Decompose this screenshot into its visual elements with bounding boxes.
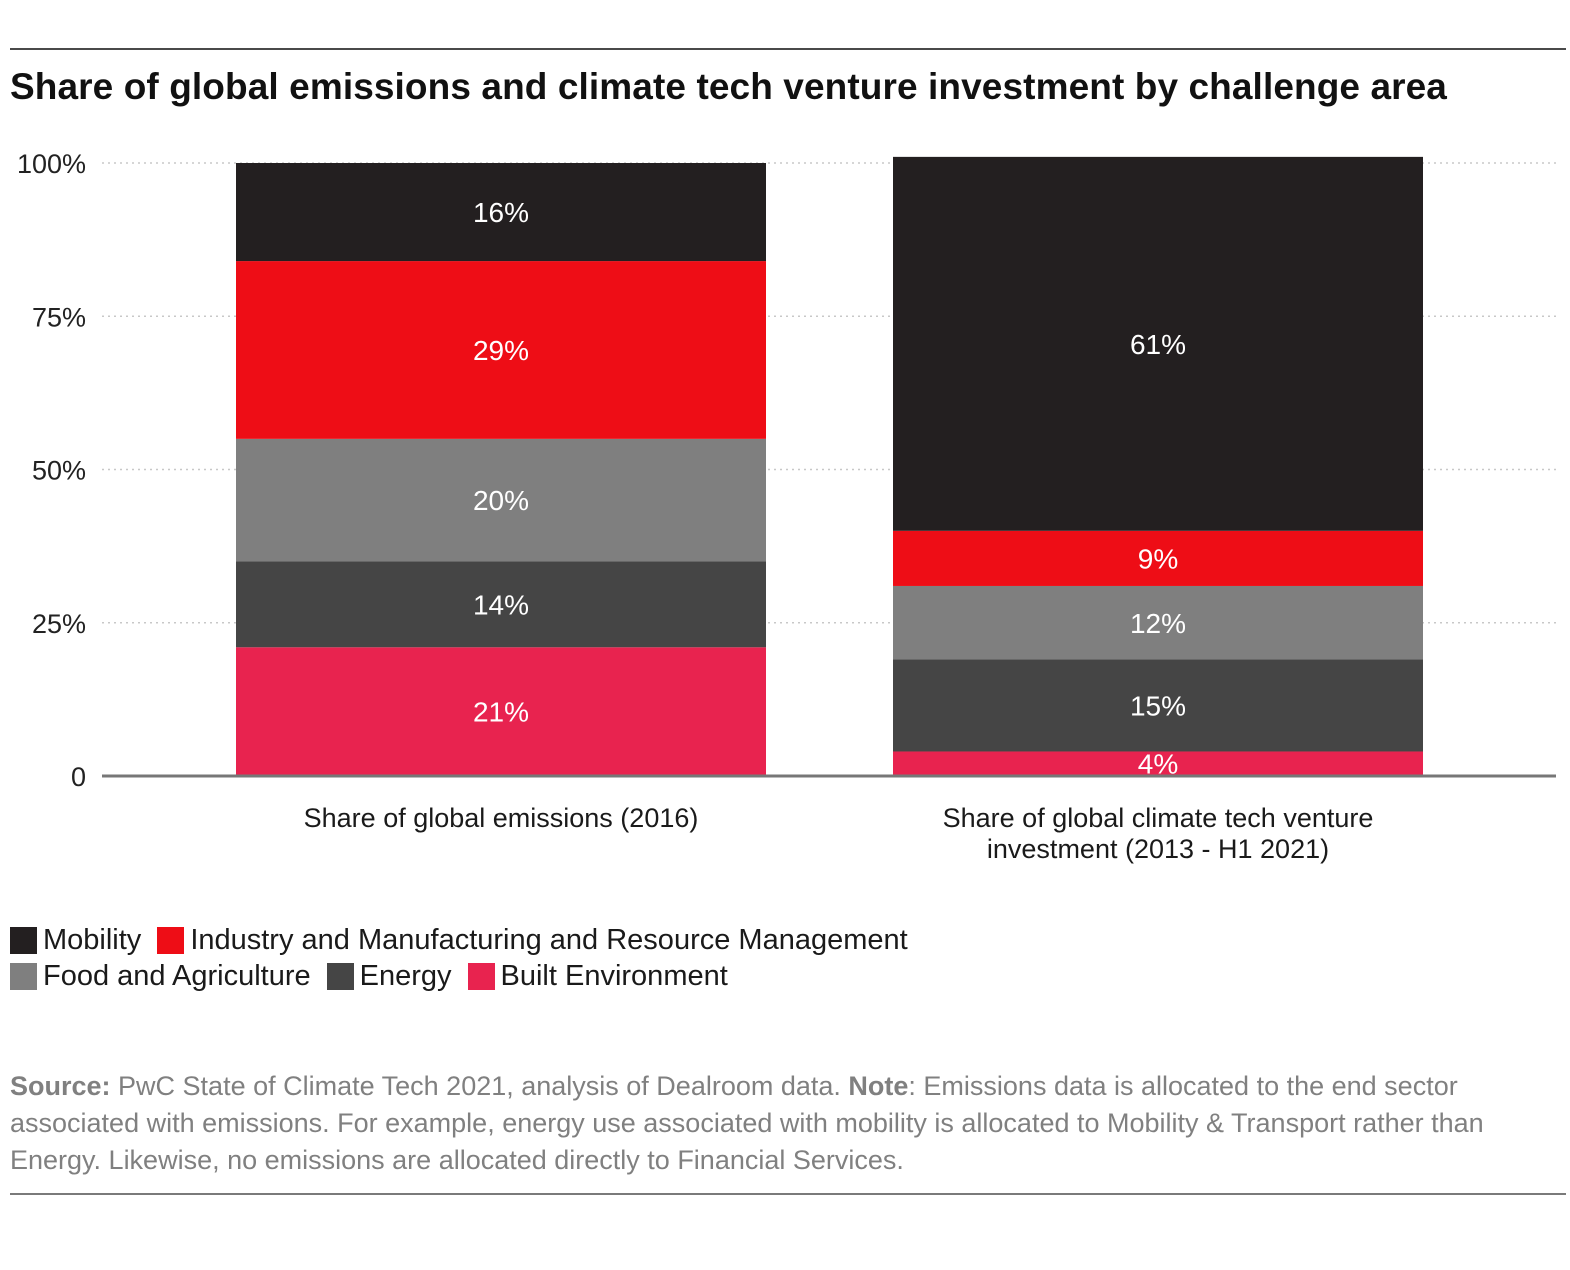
bar-segment: [893, 585, 1423, 660]
data-label: 9%: [1138, 543, 1178, 574]
bar-segment: [236, 561, 766, 648]
bar-segment: [893, 530, 1423, 586]
chart-legend: Mobility Industry and Manufacturing and R…: [10, 922, 924, 994]
legend-item: Energy: [326, 958, 452, 994]
data-label: 16%: [473, 197, 529, 228]
legend-label: Food and Agriculture: [43, 960, 311, 992]
y-tick-label: 0: [71, 762, 86, 792]
legend-item: Industry and Manufacturing and Resource …: [157, 922, 908, 958]
y-tick-label: 25%: [32, 609, 86, 639]
bottom-rule: [10, 1193, 1566, 1195]
y-tick-label: 75%: [32, 302, 86, 332]
legend-item: Mobility: [10, 922, 141, 958]
legend-swatch: [10, 926, 37, 954]
legend-label: Industry and Manufacturing and Resource …: [190, 924, 908, 956]
source-label: Source:: [10, 1071, 111, 1101]
stacked-bar-chart: 0 25% 50% 75% 100% 21% 14% 20% 29% 16% Share of gl…: [17, 149, 1556, 864]
note-text: : Emissions data is allocated to the end…: [10, 1071, 1484, 1175]
legend-swatch: [326, 962, 354, 990]
data-label: 20%: [473, 485, 529, 516]
legend-row: Food and Agriculture Energy Built Environm…: [10, 958, 924, 994]
y-tick-label: 100%: [17, 149, 86, 179]
source-note: Source: PwC State of Climate Tech 2021, …: [10, 1068, 1550, 1179]
legend-label: Mobility: [43, 924, 142, 956]
bar-segment: [236, 647, 766, 776]
x-category-label: Share of global climate tech venture: [943, 803, 1374, 833]
bar-segment: [893, 659, 1423, 752]
data-label: 14%: [473, 589, 529, 620]
data-label: 21%: [473, 697, 529, 728]
legend-item: Food and Agriculture: [10, 958, 311, 994]
data-label: 29%: [473, 335, 529, 366]
source-text: PwC State of Climate Tech 2021, analysis…: [110, 1071, 849, 1101]
y-tick-label: 50%: [32, 456, 86, 486]
legend-item: Built Environment: [467, 958, 728, 994]
legend-row: Mobility Industry and Manufacturing and R…: [10, 922, 924, 958]
legend-swatch: [467, 962, 495, 990]
bar-segment: [236, 438, 766, 562]
data-label: 61%: [1130, 329, 1186, 360]
x-category-label: Share of global emissions (2016): [304, 803, 699, 833]
legend-label: Built Environment: [500, 960, 728, 992]
legend-label: Energy: [359, 960, 452, 992]
bar-segment: [893, 751, 1423, 776]
bar-segment: [236, 261, 766, 439]
chart-title: Share of global emissions and climate te…: [10, 66, 1447, 107]
bar-segment: [236, 163, 766, 262]
data-label: 12%: [1130, 608, 1186, 639]
data-label: 15%: [1130, 691, 1186, 722]
note-label: Note: [848, 1071, 909, 1101]
legend-swatch: [10, 962, 37, 990]
legend-swatch: [157, 926, 185, 954]
top-rule: [10, 48, 1566, 50]
x-category-label: investment (2013 - H1 2021): [987, 834, 1329, 864]
bar-segment: [893, 156, 1423, 531]
